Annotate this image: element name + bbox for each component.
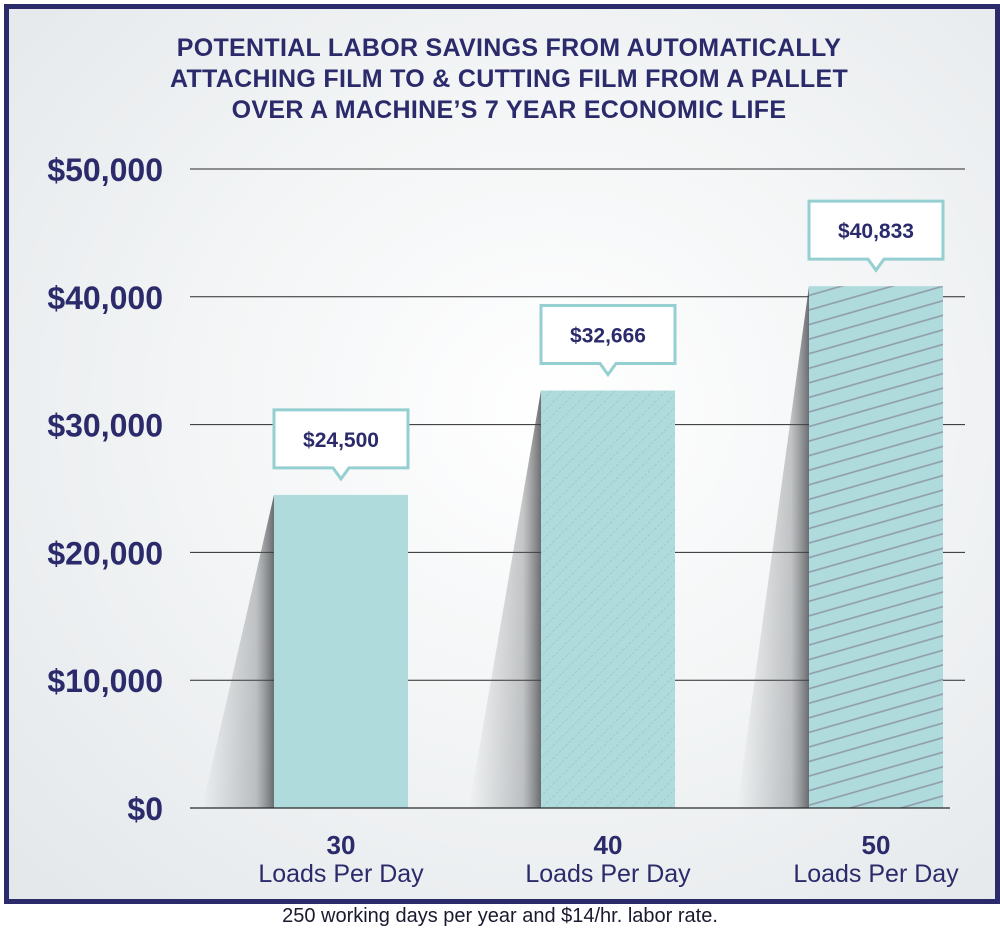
y-tick-label: $30,000 — [47, 408, 163, 444]
chart-title-line-1: POTENTIAL LABOR SAVINGS FROM AUTOMATICAL… — [176, 34, 842, 62]
data-label: $40,833 — [838, 220, 914, 243]
x-tick-label: Loads Per Day — [793, 860, 959, 888]
bar-shadow — [737, 286, 809, 808]
x-tick-label: Loads Per Day — [258, 860, 424, 888]
bar-hatch — [541, 390, 675, 808]
x-tick-value: 50 — [862, 830, 891, 860]
y-tick-label: $10,000 — [47, 663, 163, 699]
x-tick-value: 30 — [327, 830, 356, 860]
bar-shadow — [469, 390, 541, 808]
chart-title: POTENTIAL LABOR SAVINGS FROM AUTOMATICAL… — [69, 33, 949, 126]
bar-hatch — [809, 286, 943, 808]
y-tick-label: $0 — [127, 791, 163, 827]
y-tick-label: $50,000 — [47, 152, 163, 188]
chart-title-line-3: OVER A MACHINE’S 7 YEAR ECONOMIC LIFE — [231, 96, 787, 124]
bar-shadow — [202, 494, 274, 808]
value-callout — [807, 199, 945, 273]
value-callout — [539, 304, 677, 378]
data-label: $32,666 — [570, 325, 646, 348]
chart-footnote: 250 working days per year and $14/hr. la… — [282, 905, 718, 927]
bar — [274, 494, 408, 808]
chart-title-line-2: ATTACHING FILM TO & CUTTING FILM FROM A … — [169, 65, 849, 93]
data-label: $24,500 — [303, 429, 379, 452]
x-tick-label: Loads Per Day — [525, 860, 691, 888]
value-callout — [272, 408, 410, 482]
y-tick-label: $40,000 — [47, 280, 163, 316]
y-tick-label: $20,000 — [47, 535, 163, 571]
x-tick-value: 40 — [594, 830, 623, 860]
